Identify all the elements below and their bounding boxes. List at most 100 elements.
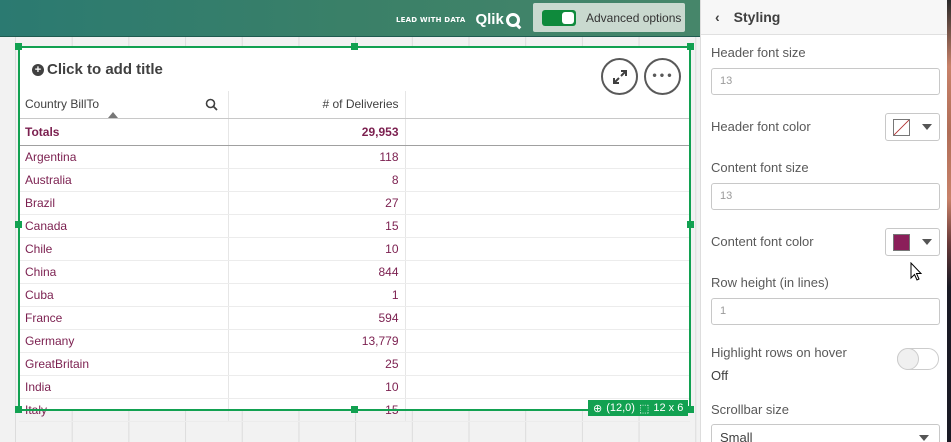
cell-value: 13,779 [228, 329, 406, 353]
header-font-size-label: Header font size [711, 45, 806, 60]
table-row[interactable]: Australia 8 [19, 168, 690, 192]
empty-cell [405, 118, 690, 146]
chevron-left-icon[interactable]: ‹ [715, 9, 720, 25]
table-row[interactable]: Cuba 1 [19, 283, 690, 307]
highlight-rows-label: Highlight rows on hover [711, 345, 847, 360]
cell-country[interactable]: France [19, 306, 229, 330]
scrollbar-size-label: Scrollbar size [711, 402, 790, 417]
cell-country[interactable]: Canada [19, 214, 229, 238]
empty-cell [405, 145, 690, 169]
panel-title: Styling [733, 9, 781, 25]
advanced-options-label: Advanced options [586, 10, 682, 25]
properties-panel: ‹ Styling Header font size 13 Header fon… [700, 0, 947, 442]
highlight-rows-state: Off [711, 368, 729, 383]
content-font-size-label: Content font size [711, 160, 809, 175]
cell-value: 15 [228, 214, 406, 238]
totals-row: Totals 29,953 [19, 118, 690, 146]
column-header-empty [405, 91, 690, 119]
size-icon: ⬚ [638, 402, 650, 415]
color-swatch [893, 233, 910, 251]
empty-cell [405, 237, 690, 261]
table-row[interactable]: France 594 [19, 306, 690, 330]
top-bar: LEAD WITH DATA Qlik Advanced options [0, 0, 700, 37]
cell-country[interactable]: Cuba [19, 283, 229, 307]
size-value: 12 x 6 [653, 402, 684, 414]
empty-cell [405, 214, 690, 238]
table-row[interactable]: China 844 [19, 260, 690, 284]
data-table: Country BillTo # of Deliveries Totals 29… [19, 91, 690, 422]
content-font-size-input[interactable]: 13 [711, 183, 940, 210]
resize-handle-top-right[interactable] [687, 43, 694, 50]
table-row[interactable]: India 10 [19, 375, 690, 399]
empty-cell [405, 168, 690, 192]
no-color-swatch-icon [893, 118, 910, 136]
empty-cell [405, 329, 690, 353]
cell-value: 27 [228, 191, 406, 215]
cell-country[interactable]: GreatBritain [19, 352, 229, 376]
cell-country[interactable]: Australia [19, 168, 229, 192]
plus-circle-icon: + [32, 63, 44, 76]
table-row[interactable]: Germany 13,779 [19, 329, 690, 353]
cell-value: 844 [228, 260, 406, 284]
expand-icon [612, 69, 627, 84]
cell-country[interactable]: Chile [19, 237, 229, 261]
cell-value: 594 [228, 306, 406, 330]
mouse-cursor-icon [910, 262, 923, 281]
table-row[interactable]: Brazil 27 [19, 191, 690, 215]
add-title-button[interactable]: + Click to add title [32, 61, 163, 78]
content-font-color-picker[interactable] [885, 228, 940, 256]
row-height-input[interactable]: 1 [711, 298, 940, 325]
resize-handle-bottom-left[interactable] [15, 406, 22, 413]
empty-cell [405, 260, 690, 284]
cell-value: 25 [228, 352, 406, 376]
cell-value: 15 [228, 398, 406, 422]
resize-handle-left[interactable] [15, 221, 22, 228]
scrollbar-size-select[interactable]: Small [711, 424, 940, 442]
cell-value: 10 [228, 375, 406, 399]
resize-handle-right[interactable] [687, 221, 694, 228]
toggle-switch[interactable] [542, 9, 576, 26]
totals-label: Totals [19, 118, 229, 146]
position-size-badge: ⊕ (12,0) ⬚ 12 x 6 [588, 400, 689, 416]
resize-handle-bottom-right[interactable] [687, 406, 694, 413]
brand-tagline: LEAD WITH DATA [396, 15, 466, 24]
cell-country[interactable]: India [19, 375, 229, 399]
table-row[interactable]: GreatBritain 25 [19, 352, 690, 376]
empty-cell [405, 306, 690, 330]
more-icon: ••• [651, 71, 674, 82]
table-row[interactable]: Chile 10 [19, 237, 690, 261]
caret-down-icon [919, 434, 929, 441]
cell-country[interactable]: Germany [19, 329, 229, 353]
table-row[interactable]: Canada 15 [19, 214, 690, 238]
column-header-deliveries[interactable]: # of Deliveries [228, 91, 406, 119]
window-edge [947, 0, 951, 442]
column-header-country[interactable]: Country BillTo [19, 91, 229, 119]
cell-value: 1 [228, 283, 406, 307]
more-options-button[interactable]: ••• [644, 58, 681, 95]
resize-handle-top-left[interactable] [15, 43, 22, 50]
empty-cell [405, 375, 690, 399]
advanced-options-toggle[interactable]: Advanced options [533, 3, 685, 32]
panel-header: ‹ Styling [701, 0, 947, 35]
resize-handle-top[interactable] [351, 43, 358, 50]
empty-cell [405, 191, 690, 215]
caret-down-icon [922, 124, 932, 130]
header-font-color-picker[interactable] [885, 113, 940, 141]
empty-cell [405, 352, 690, 376]
cell-country[interactable]: Argentina [19, 145, 229, 169]
position-value: (12,0) [606, 402, 635, 414]
position-icon: ⊕ [593, 402, 603, 415]
table-object[interactable]: + Click to add title ••• Country BillTo … [19, 47, 690, 422]
resize-handle-bottom[interactable] [351, 406, 358, 413]
search-icon[interactable] [205, 98, 218, 111]
qlik-q-icon [505, 12, 520, 27]
table-row[interactable]: Argentina 118 [19, 145, 690, 169]
expand-button[interactable] [601, 58, 638, 95]
cell-country[interactable]: Brazil [19, 191, 229, 215]
cell-country[interactable]: Italy [19, 398, 229, 422]
cell-country[interactable]: China [19, 260, 229, 284]
highlight-rows-toggle[interactable] [897, 348, 939, 370]
content-font-color-label: Content font color [711, 234, 814, 249]
header-font-color-label: Header font color [711, 119, 811, 134]
header-font-size-input[interactable]: 13 [711, 68, 940, 95]
